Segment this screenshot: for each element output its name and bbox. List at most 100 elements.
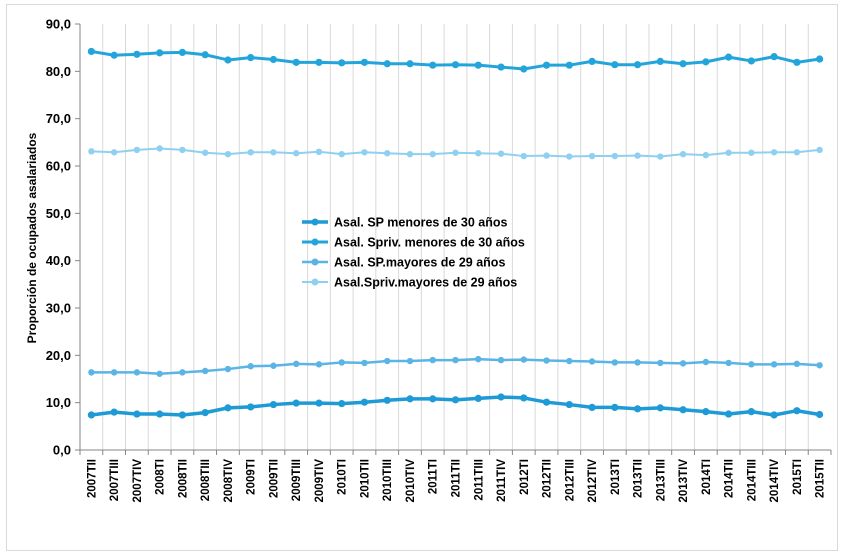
series-2 <box>87 47 824 73</box>
x-tick-label: 2011TII <box>451 459 463 497</box>
data-point <box>338 400 346 408</box>
data-point <box>406 60 414 68</box>
x-tick-label: 2013TII <box>633 459 645 498</box>
data-point <box>747 408 755 416</box>
data-point <box>201 149 209 156</box>
data-point <box>588 57 596 65</box>
x-tick-label: 2015TII <box>815 459 827 498</box>
legend-item: Asal. Spriv. menores de 30 años <box>302 236 525 250</box>
x-tick-label: 2013TIV <box>678 459 690 503</box>
y-tick-label: 50,0 <box>46 206 71 221</box>
x-tick-label: 2008TI <box>155 459 167 495</box>
data-point <box>611 152 619 160</box>
data-point <box>816 362 823 369</box>
x-tick-label: 2012TIV <box>587 459 599 503</box>
data-point <box>724 410 733 418</box>
data-point <box>88 148 95 155</box>
data-point <box>793 407 801 415</box>
x-tick-label: 2007TIV <box>132 459 144 503</box>
data-point <box>270 149 277 156</box>
y-tick-label: 0,0 <box>53 443 71 458</box>
data-point <box>679 360 687 367</box>
data-point <box>702 151 710 159</box>
x-tick-label: 2013TI <box>610 459 622 495</box>
x-tick-label: 2014TIV <box>769 459 781 503</box>
data-point <box>702 408 710 416</box>
data-point <box>292 58 300 66</box>
data-point <box>247 363 254 370</box>
data-point <box>451 396 460 404</box>
data-point <box>269 400 278 409</box>
data-point <box>224 56 232 64</box>
y-tick-label: 80,0 <box>46 64 71 79</box>
x-tick-label: 2010TIV <box>405 459 417 503</box>
x-tick-label: 2009TI <box>246 459 258 495</box>
data-point <box>315 361 323 368</box>
legend-item: Asal. SP menores de 30 años <box>302 216 508 230</box>
data-point <box>475 355 482 363</box>
data-point <box>497 356 505 364</box>
data-point <box>770 361 778 368</box>
data-point <box>543 357 550 364</box>
data-point <box>270 362 277 369</box>
data-point <box>429 61 437 69</box>
data-point <box>88 369 95 376</box>
legend-label: Asal.Spriv.mayores de 29 años <box>334 276 517 290</box>
data-point <box>793 360 801 368</box>
data-point <box>748 149 755 156</box>
x-tick-label: 2010TI <box>337 459 349 495</box>
data-point <box>178 411 187 419</box>
data-point <box>338 59 346 67</box>
data-point <box>702 358 710 366</box>
data-point <box>384 150 391 157</box>
gridlines <box>102 24 809 450</box>
data-point <box>110 408 118 416</box>
data-point <box>747 57 755 65</box>
x-tick-label: 2010TIII <box>382 459 394 501</box>
data-point <box>679 150 687 158</box>
data-point <box>156 370 163 377</box>
x-tick-label: 2008TII <box>177 459 189 498</box>
data-point <box>452 356 459 364</box>
legend-swatch-marker <box>311 258 319 266</box>
data-point <box>360 58 369 66</box>
data-point <box>201 367 209 375</box>
series-lines <box>87 47 824 419</box>
data-point <box>383 60 391 68</box>
data-point <box>657 359 664 367</box>
data-point <box>588 152 596 160</box>
data-point <box>816 410 824 419</box>
legend-label: Asal. SP menores de 30 años <box>334 216 508 230</box>
data-point <box>201 409 209 417</box>
data-point <box>156 410 164 418</box>
data-point <box>633 405 642 413</box>
data-point <box>224 150 232 158</box>
data-point <box>110 149 118 156</box>
data-point <box>588 403 596 411</box>
x-tick-label: 2009TIV <box>314 459 326 503</box>
x-tick-label: 2010TII <box>359 459 371 498</box>
data-point <box>133 50 141 58</box>
data-point <box>451 61 460 69</box>
series-3 <box>88 355 823 377</box>
legend-swatch-marker <box>311 238 319 246</box>
data-point <box>543 152 550 159</box>
series-4 <box>88 145 823 160</box>
data-point <box>748 361 755 368</box>
data-point <box>179 369 186 376</box>
data-point <box>383 396 391 404</box>
x-tick-label: 2008TIV <box>223 459 235 503</box>
data-point <box>475 150 482 157</box>
y-tick-label: 70,0 <box>46 111 71 126</box>
x-tick-label: 2014TI <box>701 459 713 495</box>
data-point <box>406 150 414 158</box>
x-tick-label: 2012TIII <box>564 459 576 501</box>
data-point <box>406 395 414 403</box>
data-point <box>520 356 527 363</box>
data-point <box>634 152 641 159</box>
x-tick-label: 2014TII <box>724 459 736 498</box>
y-tick-label: 60,0 <box>46 159 71 174</box>
legend: Asal. SP menores de 30 años Asal. Spriv. … <box>302 216 525 290</box>
data-point <box>656 404 664 412</box>
